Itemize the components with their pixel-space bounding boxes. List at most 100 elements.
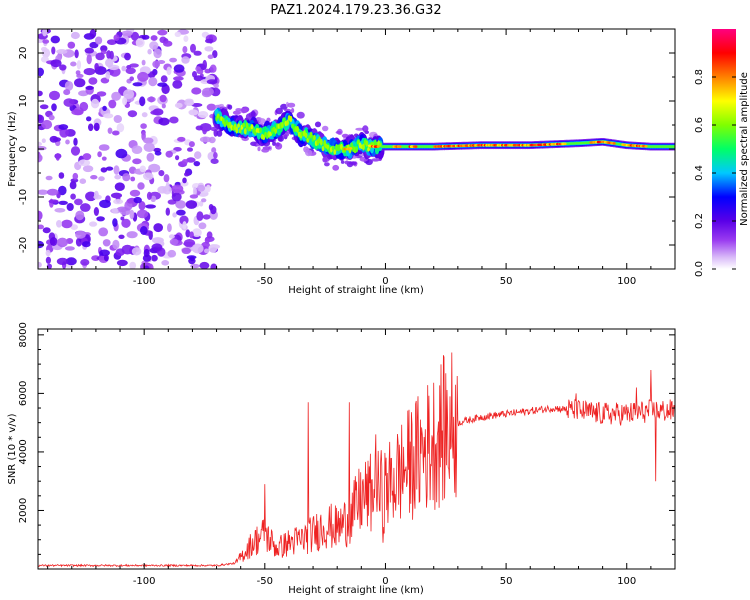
heatmap-ridge-cell	[281, 122, 284, 129]
heatmap-noise-blob	[181, 159, 188, 165]
heatmap-noise-blob	[41, 46, 48, 52]
heatmap-noise-blob	[132, 158, 142, 165]
heatmap-noise-blob	[99, 249, 110, 257]
heatmap-noise-blob	[146, 191, 152, 200]
heatmap-noise-blob	[113, 165, 120, 175]
x-tick-label: -50	[257, 576, 273, 587]
heatmap-noise-blob	[56, 49, 68, 55]
heatmap-noise-blob	[150, 195, 157, 202]
heatmap-noise-blob	[173, 64, 185, 73]
heatmap-noise-blob	[98, 227, 109, 237]
heatmap-noise-blob	[88, 123, 94, 132]
heatmap-noise-blob	[127, 199, 134, 204]
heatmap-halo-blob	[340, 160, 345, 164]
heatmap-halo-blob	[350, 161, 357, 166]
y-tick-label: 0	[18, 146, 29, 152]
heatmap-noise-blob	[191, 103, 203, 107]
heatmap-ridge-cell	[355, 146, 359, 153]
y-tick-label: 2000	[18, 498, 29, 523]
heatmap-noise-blob	[86, 54, 92, 65]
colorbar-tick-label: 0.8	[694, 69, 705, 85]
heatmap-noise-blob	[197, 184, 206, 192]
heatmap-noise-blob	[80, 259, 90, 266]
heatmap-noise-blob	[98, 176, 105, 182]
x-tick-label: -100	[133, 576, 156, 587]
heatmap-noise-blob	[189, 194, 199, 199]
heatmap-noise-blob	[174, 102, 183, 109]
heatmap-halo-blob	[213, 152, 218, 159]
heatmap-noise-blob	[158, 117, 170, 126]
heatmap-noise-blob	[163, 40, 173, 47]
heatmap-noise-blob	[206, 231, 213, 239]
heatmap-noise-blob	[106, 50, 112, 59]
heatmap-noise-blob	[98, 144, 110, 151]
heatmap-noise-blob	[58, 185, 67, 196]
heatmap-noise-blob	[114, 174, 122, 180]
heatmap-ridge-cell	[331, 145, 335, 151]
heatmap-noise-blob	[204, 46, 214, 52]
heatmap-noise-blob	[182, 177, 187, 184]
heatmap-halo-blob	[257, 146, 261, 152]
heatmap-noise-blob	[63, 89, 71, 96]
heatmap-ridge-cell	[291, 123, 294, 128]
heatmap-halo-blob	[362, 125, 369, 133]
heatmap-noise-blob	[213, 83, 219, 89]
heatmap-noise-blob	[126, 231, 138, 239]
heatmap-ridge-cell	[250, 124, 254, 130]
heatmap-ridge-cell	[321, 146, 325, 152]
heatmap-noise-blob	[121, 218, 131, 228]
heatmap-noise-blob	[132, 82, 143, 87]
heatmap-noise-blob	[90, 175, 98, 180]
heatmap-noise-blob	[177, 136, 186, 142]
heatmap-noise-blob	[161, 103, 166, 109]
heatmap-ridge-cell	[365, 140, 369, 148]
y-tick-label: 8000	[18, 322, 29, 347]
colorbar-tick-label: 0.0	[694, 261, 705, 277]
heatmap-noise-blob	[175, 200, 187, 209]
heatmap-noise-blob	[157, 29, 168, 36]
colorbar: 0.0 0.2 0.4 0.6 0.8 Normalized spectral ampl…	[694, 29, 750, 277]
heatmap-noise-blob	[99, 199, 111, 209]
heatmap-noise-blob	[129, 189, 141, 197]
x-tick-label: -100	[133, 276, 156, 287]
x-tick-label: -50	[257, 276, 273, 287]
heatmap-noise-blob	[202, 59, 207, 70]
heatmap-noise-blob	[206, 79, 218, 85]
heatmap-noise-blob	[64, 246, 75, 251]
heatmap-noise-blob	[125, 67, 136, 75]
heatmap-noise-blob	[192, 71, 197, 78]
heatmap-ridge-cell	[319, 139, 323, 146]
heatmap-noise-blob	[147, 96, 156, 103]
heatmap-halo-blob	[250, 110, 256, 118]
heatmap-noise-blob	[48, 199, 59, 204]
heatmap-core-cell	[644, 145, 648, 148]
heatmap-noise-blob	[151, 254, 158, 262]
heatmap-noise-blob	[85, 191, 97, 202]
heatmap-core-cell	[376, 145, 380, 148]
heatmap-core-cell	[398, 145, 402, 148]
heatmap-noise-blob	[85, 85, 94, 90]
heatmap-noise-blob	[182, 46, 188, 54]
heatmap-noise-blob	[163, 174, 170, 183]
heatmap-halo-blob	[371, 158, 380, 162]
heatmap-noise-blob	[45, 249, 51, 257]
heatmap-noise-blob	[198, 222, 207, 230]
heatmap-noise-blob	[70, 224, 78, 231]
heatmap-noise-blob	[38, 189, 49, 195]
heatmap-noise-blob	[166, 66, 172, 76]
heatmap-noise-blob	[137, 182, 145, 190]
heatmap-noise-blob	[141, 59, 146, 66]
figure-title: PAZ1.2024.179.23.36.G32	[270, 3, 441, 18]
heatmap-noise-blob	[38, 224, 44, 230]
heatmap-noise-blob	[184, 172, 190, 177]
heatmap-noise-blob	[129, 209, 135, 220]
snr-frame	[37, 328, 676, 570]
heatmap-noise-blob	[129, 261, 137, 269]
heatmap-noise-blob	[129, 76, 134, 81]
heatmap-noise-blob	[82, 165, 94, 173]
x-tick-label: 50	[500, 276, 513, 287]
heatmap-noise-blob	[74, 78, 86, 88]
heatmap-noise-blob	[171, 192, 182, 202]
heatmap-noise-blob	[79, 101, 89, 112]
heatmap-noise-blob	[148, 77, 158, 87]
